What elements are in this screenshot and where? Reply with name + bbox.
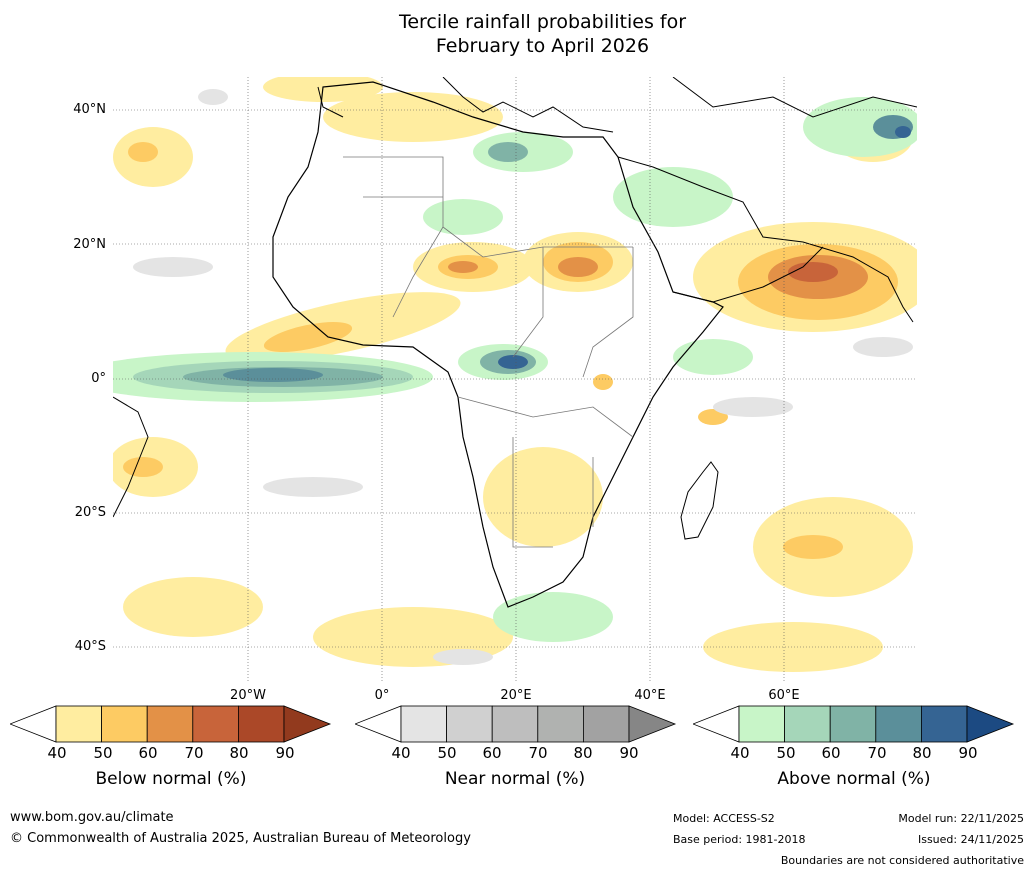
copyright-text: © Commonwealth of Australia 2025, Austra… <box>10 831 471 846</box>
tick: 90 <box>619 744 639 762</box>
arabia-coastline <box>617 156 914 323</box>
issued-text: Issued: 24/11/2025 <box>917 833 1024 846</box>
colorbar-extend-low <box>10 705 57 743</box>
tick: 60 <box>482 744 502 762</box>
tick: 50 <box>776 744 796 762</box>
colorbar-above-title: Above normal (%) <box>777 769 931 789</box>
tick: 50 <box>437 744 457 762</box>
tick: 60 <box>138 744 158 762</box>
tick: 90 <box>958 744 978 762</box>
country-borders <box>343 156 634 548</box>
lon-label-60e: 60°E <box>768 688 800 703</box>
colorbar-extend-high <box>966 705 1015 743</box>
colorbar-below-normal <box>10 705 332 743</box>
colorbar-segment <box>491 705 539 743</box>
colorbar-segment <box>784 705 831 743</box>
tick: 80 <box>912 744 932 762</box>
africa-coastline <box>272 81 724 608</box>
colorbar-below-title: Below normal (%) <box>95 769 247 789</box>
disclaimer-text: Boundaries are not considered authoritat… <box>780 854 1024 867</box>
colorbar-segment <box>829 705 877 743</box>
colorbar-segment <box>537 705 584 743</box>
colorbar-segment <box>582 705 630 743</box>
colorbar-segment <box>192 705 239 743</box>
tick: 60 <box>821 744 841 762</box>
tick: 80 <box>573 744 593 762</box>
europe-coastline <box>317 77 917 133</box>
tick: 40 <box>47 744 67 762</box>
colorbar-extend-low <box>693 705 740 743</box>
tick: 70 <box>867 744 887 762</box>
lon-label-40e: 40°E <box>634 688 666 703</box>
colorbar-segment <box>237 705 285 743</box>
colorbar-segment <box>400 705 447 743</box>
colorbar-segment <box>920 705 968 743</box>
tick: 50 <box>93 744 113 762</box>
colorbar-segment <box>446 705 493 743</box>
lat-label-20n: 20°N <box>73 237 106 252</box>
colorbar-near-normal <box>355 705 677 743</box>
africa-rainfall-map <box>113 77 917 682</box>
title-line-1: Tercile rainfall probabilities for <box>398 11 687 33</box>
lon-label-20w: 20°W <box>230 688 266 703</box>
tick: 40 <box>730 744 750 762</box>
lon-label-20e: 20°E <box>500 688 532 703</box>
lon-label-0: 0° <box>374 688 390 703</box>
near-normal-areas <box>133 89 913 665</box>
south-america-coastline <box>113 396 149 518</box>
madagascar <box>680 461 719 540</box>
tick: 70 <box>528 744 548 762</box>
colorbar-segment <box>738 705 785 743</box>
colorbar-above-normal <box>693 705 1015 743</box>
colorbar-extend-high <box>283 705 332 743</box>
gridlines <box>113 77 917 682</box>
model-text: Model: ACCESS-S2 <box>673 812 775 825</box>
colorbar-segment <box>875 705 922 743</box>
tick: 70 <box>184 744 204 762</box>
lat-label-40s: 40°S <box>74 639 106 654</box>
lat-label-20s: 20°S <box>74 505 106 520</box>
colorbar-extend-high <box>628 705 677 743</box>
lat-label-0: 0° <box>91 371 106 386</box>
colorbar-extend-low <box>355 705 402 743</box>
tick: 90 <box>275 744 295 762</box>
colorbar-segment <box>55 705 102 743</box>
title-line-2: February to April 2026 <box>435 35 650 57</box>
below-normal-areas <box>113 77 917 672</box>
tick: 80 <box>229 744 249 762</box>
above-normal-areas <box>113 97 917 642</box>
model-run-text: Model run: 22/11/2025 <box>898 812 1024 825</box>
base-period-text: Base period: 1981-2018 <box>673 833 806 846</box>
colorbar-segment <box>146 705 194 743</box>
colorbar-segment <box>101 705 148 743</box>
colorbar-near-title: Near normal (%) <box>444 769 586 789</box>
tick: 40 <box>391 744 411 762</box>
chart-title: Tercile rainfall probabilities for Febru… <box>0 10 1035 58</box>
website-link[interactable]: www.bom.gov.au/climate <box>10 810 174 825</box>
lat-label-40n: 40°N <box>73 102 106 117</box>
